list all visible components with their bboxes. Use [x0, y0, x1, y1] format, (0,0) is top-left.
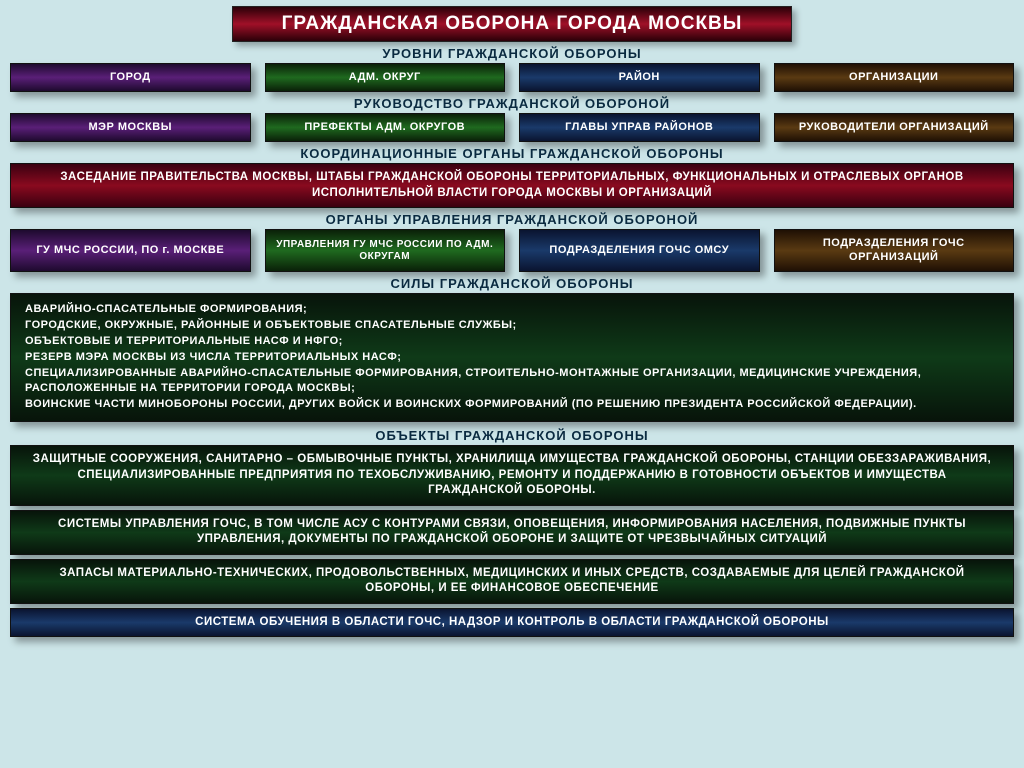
leader-heads: ГЛАВЫ УПРАВ РАЙОНОВ	[519, 113, 760, 142]
level-city: ГОРОД	[10, 63, 251, 92]
coord-header: КООРДИНАЦИОННЫЕ ОРГАНЫ ГРАЖДАНСКОЙ ОБОРО…	[10, 146, 1014, 161]
forces-box: АВАРИЙНО-СПАСАТЕЛЬНЫЕ ФОРМИРОВАНИЯ; ГОРО…	[10, 293, 1014, 423]
leadership-row: МЭР МОСКВЫ ПРЕФЕКТЫ АДМ. ОКРУГОВ ГЛАВЫ У…	[10, 113, 1014, 142]
mgmt-omsu: ПОДРАЗДЕЛЕНИЯ ГОЧС ОМСУ	[519, 229, 760, 271]
coord-box: ЗАСЕДАНИЕ ПРАВИТЕЛЬСТВА МОСКВЫ, ШТАБЫ ГР…	[10, 163, 1014, 208]
leadership-header: РУКОВОДСТВО ГРАЖДАНСКОЙ ОБОРОНОЙ	[10, 96, 1014, 111]
main-title: ГРАЖДАНСКАЯ ОБОРОНА ГОРОДА МОСКВЫ	[232, 6, 792, 42]
mgmt-org: ПОДРАЗДЕЛЕНИЯ ГОЧС ОРГАНИЗАЦИЙ	[774, 229, 1015, 271]
mgmt-upr: УПРАВЛЕНИЯ ГУ МЧС РОССИИ ПО АДМ. ОКРУГАМ	[265, 229, 506, 271]
objects-header: ОБЪЕКТЫ ГРАЖДАНСКОЙ ОБОРОНЫ	[10, 428, 1014, 443]
levels-header: УРОВНИ ГРАЖДАНСКОЙ ОБОРОНЫ	[10, 46, 1014, 61]
levels-row: ГОРОД АДМ. ОКРУГ РАЙОН ОРГАНИЗАЦИИ	[10, 63, 1014, 92]
level-org: ОРГАНИЗАЦИИ	[774, 63, 1015, 92]
level-district: АДМ. ОКРУГ	[265, 63, 506, 92]
objects-box-4: СИСТЕМА ОБУЧЕНИЯ В ОБЛАСТИ ГОЧС, НАДЗОР …	[10, 608, 1014, 638]
objects-box-3: ЗАПАСЫ МАТЕРИАЛЬНО-ТЕХНИЧЕСКИХ, ПРОДОВОЛ…	[10, 559, 1014, 604]
mgmt-header: ОРГАНЫ УПРАВЛЕНИЯ ГРАЖДАНСКОЙ ОБОРОНОЙ	[10, 212, 1014, 227]
objects-box-2: СИСТЕМЫ УПРАВЛЕНИЯ ГОЧС, В ТОМ ЧИСЛЕ АСУ…	[10, 510, 1014, 555]
mgmt-gu-mchs: ГУ МЧС РОССИИ, ПО г. МОСКВЕ	[10, 229, 251, 271]
forces-header: СИЛЫ ГРАЖДАНСКОЙ ОБОРОНЫ	[10, 276, 1014, 291]
leader-mayor: МЭР МОСКВЫ	[10, 113, 251, 142]
objects-box-1: ЗАЩИТНЫЕ СООРУЖЕНИЯ, САНИТАРНО – ОБМЫВОЧ…	[10, 445, 1014, 506]
diagram-root: ГРАЖДАНСКАЯ ОБОРОНА ГОРОДА МОСКВЫ УРОВНИ…	[0, 0, 1024, 647]
leader-prefects: ПРЕФЕКТЫ АДМ. ОКРУГОВ	[265, 113, 506, 142]
level-region: РАЙОН	[519, 63, 760, 92]
mgmt-row: ГУ МЧС РОССИИ, ПО г. МОСКВЕ УПРАВЛЕНИЯ Г…	[10, 229, 1014, 271]
leader-orgs: РУКОВОДИТЕЛИ ОРГАНИЗАЦИЙ	[774, 113, 1015, 142]
